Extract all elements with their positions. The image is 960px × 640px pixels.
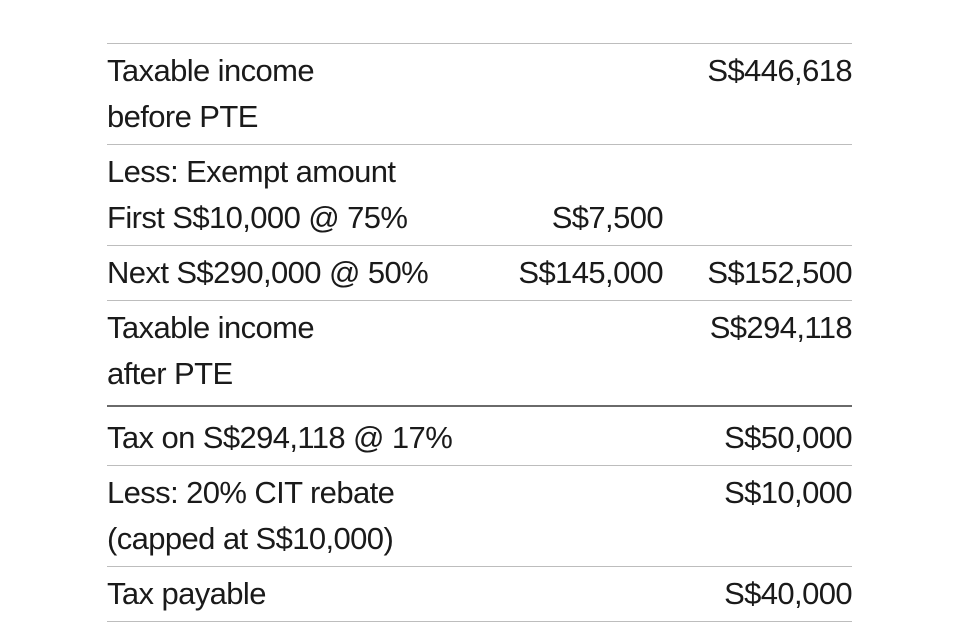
amount: S$294,118 [709,310,853,345]
row-label: Next S$290,000 @ 50% [107,255,429,290]
table-row: Tax on S$294,118 @ 17% S$50,000 [107,407,853,466]
row-line: before PTE [107,94,852,140]
tax-table: Taxable income S$446,618 before PTE Less: E… [107,43,853,622]
table-row: Tax payable S$40,000 [107,567,853,622]
row-label: Less: 20% CIT rebate [107,475,395,510]
row-line: (capped at S$10,000) [107,516,852,562]
amount: S$152,500 [707,255,852,290]
row-line: Taxable income S$446,618 [107,48,853,94]
table-row: Taxable income S$446,618 before PTE [107,44,853,145]
row-line: Tax on S$294,118 @ 17% S$50,000 [107,415,853,461]
row-label: First S$10,000 @ 75% [107,200,408,235]
amount: S$446,618 [707,53,852,88]
sub-amount: S$7,500 [551,200,664,235]
table-row: Next S$290,000 @ 50% S$145,000 S$152,500 [107,246,853,301]
amount: S$50,000 [724,420,853,455]
row-line: Less: 20% CIT rebate S$10,000 [107,470,853,516]
amount: S$10,000 [724,475,853,510]
row-line: Next S$290,000 @ 50% S$145,000 S$152,500 [107,250,853,296]
table-row: Less: 20% CIT rebate S$10,000 (capped at S… [107,466,853,567]
row-line: Less: Exempt amount [107,149,852,195]
row-label: after PTE [107,356,233,391]
row-label: Taxable income [107,310,315,345]
row-label: before PTE [107,99,258,134]
row-label: Less: Exempt amount [107,154,396,189]
sub-amount: S$145,000 [518,255,663,290]
row-line: Taxable income S$294,118 [107,305,853,351]
row-label: (capped at S$10,000) [107,521,394,556]
row-label: Taxable income [107,53,315,88]
row-label: Tax on S$294,118 @ 17% [107,420,453,455]
table-row: Less: Exempt amount First S$10,000 @ 75% S… [107,145,852,246]
amount: S$40,000 [724,576,853,611]
row-line: after PTE [107,351,852,397]
table-row: Taxable income S$294,118 after PTE [107,301,853,407]
row-label: Tax payable [107,576,266,611]
row-line: First S$10,000 @ 75% S$7,500 [107,195,852,241]
row-line: Tax payable S$40,000 [107,571,853,617]
